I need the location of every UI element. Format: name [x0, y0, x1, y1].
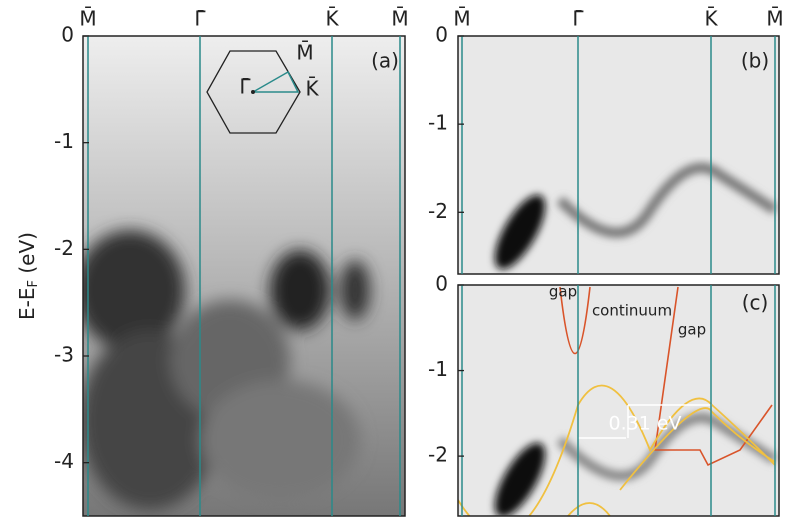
y-tick-label: -2	[428, 443, 448, 467]
y-tick-label: -2	[428, 199, 448, 223]
y-axis-title: E-EF (eV)	[15, 232, 41, 320]
y-tick-label: 0	[61, 23, 74, 47]
gap-curve	[654, 286, 773, 467]
y-tick-label: -1	[428, 111, 448, 135]
y-tick-label: -2	[54, 236, 74, 260]
annotation: gap	[678, 321, 706, 339]
k-point-label: Γ̄	[194, 7, 206, 31]
band-curve	[458, 384, 776, 516]
panel-b-frame	[457, 35, 780, 275]
y-tick-label: -1	[54, 129, 74, 153]
k-point-label: K̄	[704, 6, 718, 31]
annotation: continuum	[592, 302, 672, 320]
k-point-label: M̄	[766, 6, 783, 31]
panel-label: (b)	[741, 49, 769, 73]
k-point-label: M̄	[79, 6, 96, 31]
panel-c-image	[458, 285, 779, 516]
y-tick-label: -3	[54, 343, 74, 367]
band-curve	[567, 502, 611, 516]
y-tick-label: -1	[428, 357, 448, 381]
panel-label: (c)	[742, 291, 769, 315]
annotation: 0.31 eV	[608, 413, 681, 435]
panel-a-frame	[82, 35, 406, 517]
inset-label: M̄	[296, 40, 313, 65]
panel-a-image	[83, 36, 405, 516]
k-point-label: M̄	[453, 6, 470, 31]
gap-curve	[559, 286, 591, 355]
inset-label: K̄	[305, 76, 319, 101]
k-point-label: K̄	[325, 6, 339, 31]
annotation: gap	[549, 283, 577, 301]
panel-b-image	[458, 36, 779, 274]
y-tick-label: 0	[435, 272, 448, 296]
y-tick-label: -4	[54, 449, 74, 473]
panel-label: (a)	[371, 49, 399, 73]
y-tick-label: 0	[435, 23, 448, 47]
k-point-label: Γ̄	[572, 7, 584, 31]
k-point-label: M̄	[391, 6, 408, 31]
brillouin-zone-inset	[206, 50, 301, 134]
inset-label: Γ̄	[239, 75, 251, 99]
panel-c-frame	[457, 284, 780, 517]
